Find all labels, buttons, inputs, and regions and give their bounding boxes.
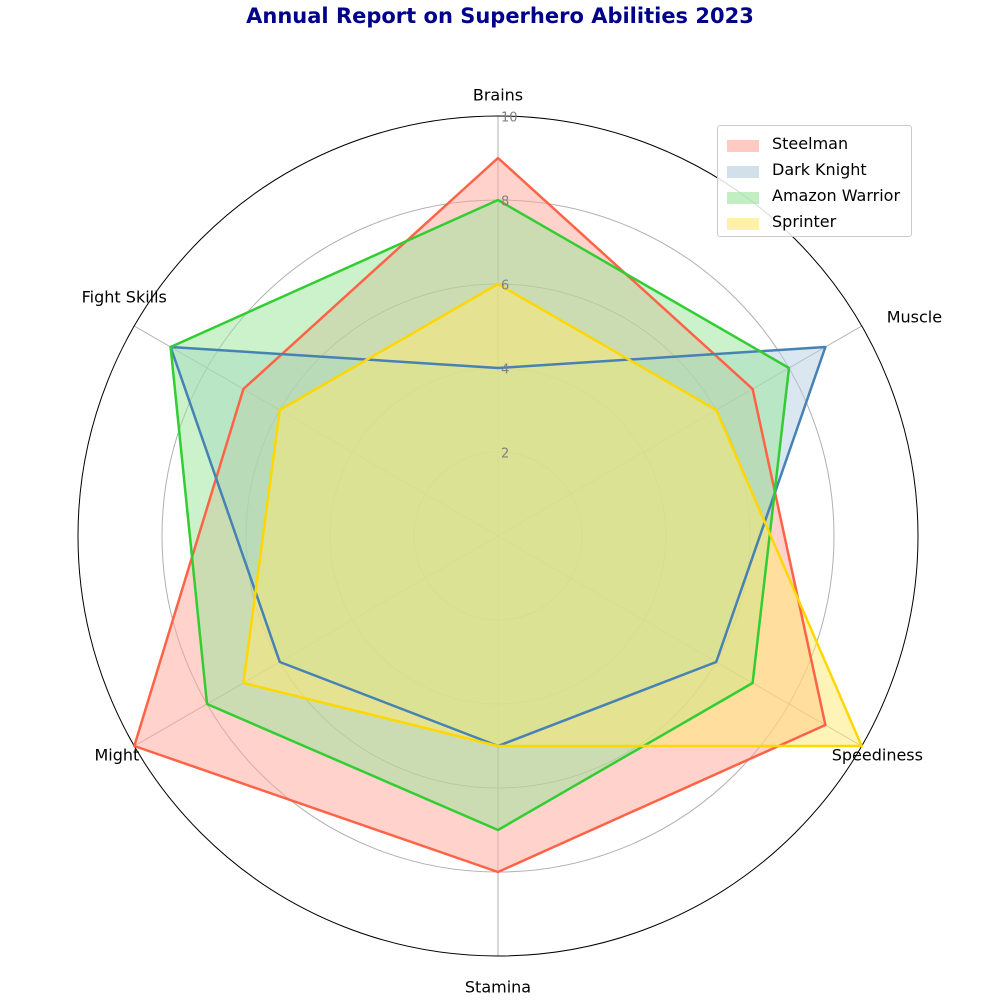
axis-label-speediness: Speediness xyxy=(832,746,923,765)
r-tick-label-10: 10 xyxy=(501,111,518,126)
r-tick-label-6: 6 xyxy=(501,279,509,294)
legend-label-dark-knight: Dark Knight xyxy=(772,160,867,179)
axis-label-stamina: Stamina xyxy=(465,978,531,997)
legend-label-steelman: Steelman xyxy=(772,134,849,153)
legend-label-sprinter: Sprinter xyxy=(772,212,837,231)
legend-label-amazon-warrior: Amazon Warrior xyxy=(772,186,901,205)
axis-label-brains: Brains xyxy=(473,86,523,105)
legend-item-dark-knight: Dark Knight xyxy=(718,159,911,183)
series-area-sprinter xyxy=(243,284,862,746)
legend: Steelman Dark Knight Amazon Warrior Spri… xyxy=(717,125,912,237)
axis-label-might: Might xyxy=(94,746,139,765)
chart-title: Annual Report on Superhero Abilities 202… xyxy=(246,4,754,28)
legend-swatch-amazon-warrior xyxy=(727,192,759,204)
r-tick-label-2: 2 xyxy=(501,447,509,462)
legend-item-sprinter: Sprinter xyxy=(718,211,911,235)
legend-swatch-sprinter xyxy=(727,218,759,230)
outer-frame xyxy=(77,115,919,957)
series-line-amazon-warrior xyxy=(169,198,791,832)
axis-label-fight-skills: Fight Skills xyxy=(82,288,167,307)
legend-item-steelman: Steelman xyxy=(718,133,911,157)
legend-item-amazon-warrior: Amazon Warrior xyxy=(718,185,911,209)
r-tick-label-8: 8 xyxy=(501,195,509,210)
axis-label-muscle: Muscle xyxy=(887,308,942,327)
series-line-sprinter xyxy=(242,282,863,748)
legend-swatch-steelman xyxy=(727,140,759,152)
series-line-steelman xyxy=(133,156,827,874)
legend-swatch-dark-knight xyxy=(727,166,759,178)
r-tick-label-4: 4 xyxy=(501,363,509,378)
